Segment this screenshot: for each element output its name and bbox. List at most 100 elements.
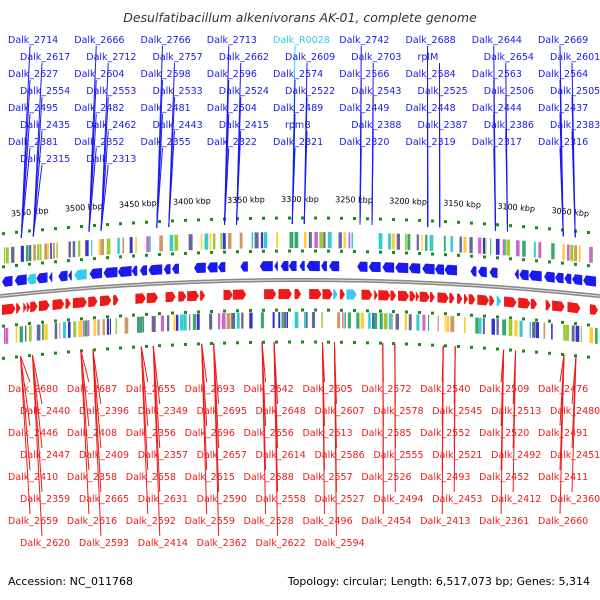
gene-label: Dalk_2644 bbox=[472, 35, 522, 46]
gene-label: Dalk_2495 bbox=[8, 103, 58, 114]
reverse-gene-arrow bbox=[470, 266, 477, 277]
guide-dot bbox=[15, 355, 18, 359]
guide-dot bbox=[405, 342, 408, 346]
category-stripe bbox=[4, 328, 6, 344]
category-stripe bbox=[506, 239, 511, 256]
category-stripe bbox=[437, 315, 439, 332]
guide-dot bbox=[145, 253, 148, 257]
forward-gene-arrow bbox=[457, 293, 463, 304]
label-leader-line bbox=[201, 343, 208, 515]
category-stripe bbox=[529, 321, 531, 338]
guide-dot bbox=[184, 342, 187, 346]
category-stripe bbox=[4, 247, 5, 264]
category-stripe bbox=[56, 242, 58, 259]
category-stripe bbox=[463, 236, 467, 253]
category-stripe bbox=[124, 317, 129, 334]
guide-dot bbox=[483, 314, 486, 318]
category-stripe bbox=[204, 233, 209, 250]
category-stripe bbox=[174, 234, 179, 251]
category-stripe bbox=[595, 327, 598, 344]
guide-dot bbox=[509, 224, 512, 228]
gene-label: Dalk_2642 bbox=[244, 384, 294, 395]
gene-label: Dalk_2553 bbox=[86, 86, 136, 97]
gene-label: Dalk_2440 bbox=[20, 406, 70, 417]
forward-gene-arrow bbox=[200, 290, 205, 301]
category-stripe bbox=[25, 325, 27, 342]
category-stripe bbox=[338, 232, 342, 249]
gene-label: Dalk_2437 bbox=[538, 103, 588, 114]
forward-gene-arrow bbox=[72, 297, 87, 309]
category-stripe bbox=[551, 243, 555, 260]
guide-dot bbox=[119, 222, 122, 226]
category-stripe bbox=[260, 232, 264, 249]
category-stripe bbox=[294, 232, 299, 248]
label-leader-line bbox=[140, 346, 149, 383]
category-stripe bbox=[231, 312, 236, 329]
category-stripe bbox=[429, 235, 434, 251]
guide-dot bbox=[249, 249, 252, 253]
guide-dot bbox=[470, 345, 473, 349]
guide-dot bbox=[405, 251, 408, 255]
category-stripe bbox=[469, 237, 473, 254]
reverse-gene-arrow bbox=[207, 262, 218, 273]
category-stripe bbox=[538, 242, 542, 259]
guide-dot bbox=[197, 218, 200, 222]
guide-dot bbox=[327, 216, 330, 220]
forward-gene-arrow bbox=[346, 289, 357, 300]
guide-dot bbox=[132, 254, 135, 258]
category-stripe bbox=[450, 236, 453, 252]
reverse-gene-arrow bbox=[117, 266, 132, 277]
guide-dot bbox=[353, 341, 356, 345]
forward-gene-arrow bbox=[496, 295, 502, 307]
category-stripe bbox=[151, 316, 156, 332]
gene-label: Dalk_2613 bbox=[302, 428, 352, 439]
category-stripe bbox=[351, 232, 354, 249]
guide-dot bbox=[522, 317, 525, 321]
reverse-gene-arrow bbox=[444, 264, 458, 276]
category-stripe bbox=[19, 326, 23, 343]
gene-label: Dalk_2533 bbox=[153, 86, 203, 97]
label-leader-line bbox=[168, 130, 175, 228]
category-stripe bbox=[425, 234, 428, 251]
guide-dot bbox=[392, 342, 395, 346]
category-stripe bbox=[551, 323, 553, 340]
guide-dot bbox=[535, 318, 538, 322]
guide-dot bbox=[353, 249, 356, 253]
label-leader-line bbox=[333, 342, 337, 537]
reverse-gene-arrow bbox=[103, 266, 118, 278]
gene-label: Dalk_2669 bbox=[538, 35, 588, 46]
category-stripe bbox=[241, 312, 244, 329]
guide-dot bbox=[15, 263, 18, 267]
gene-label: Dalk_2448 bbox=[406, 103, 456, 114]
guide-dot bbox=[171, 311, 174, 315]
category-stripe bbox=[135, 236, 137, 253]
guide-dot bbox=[483, 346, 486, 350]
label-leader-line bbox=[441, 345, 444, 515]
guide-dot bbox=[301, 340, 304, 344]
gene-label: Dalk_2415 bbox=[219, 120, 269, 131]
label-leader-line bbox=[382, 343, 384, 515]
cog-stripe-track-forward bbox=[4, 232, 593, 264]
label-leader-line bbox=[273, 342, 279, 537]
gene-label: Dalk_2695 bbox=[197, 406, 247, 417]
label-leader-line bbox=[571, 130, 576, 238]
guide-dot bbox=[236, 309, 239, 313]
gene-label: Dalk_2361 bbox=[479, 516, 529, 527]
forward-gene-arrow bbox=[477, 294, 490, 306]
gene-label: Dalk_2521 bbox=[432, 450, 482, 461]
guide-dot bbox=[249, 216, 252, 220]
gene-label: Dalk_2566 bbox=[339, 69, 389, 80]
category-stripe bbox=[82, 320, 85, 337]
forward-gene-arrow bbox=[16, 303, 21, 314]
reverse-gene-arrow bbox=[422, 263, 435, 275]
guide-dot bbox=[366, 217, 369, 221]
guide-dot bbox=[184, 310, 187, 314]
guide-dot bbox=[262, 216, 265, 220]
gene-label: Dalk_2462 bbox=[86, 120, 136, 131]
guide-dot bbox=[496, 315, 499, 319]
guide-dot bbox=[145, 312, 148, 316]
label-leader-line bbox=[20, 356, 31, 427]
gene-label: Dalk_2358 bbox=[67, 472, 117, 483]
guide-dot bbox=[197, 251, 200, 255]
category-stripe bbox=[226, 313, 231, 329]
